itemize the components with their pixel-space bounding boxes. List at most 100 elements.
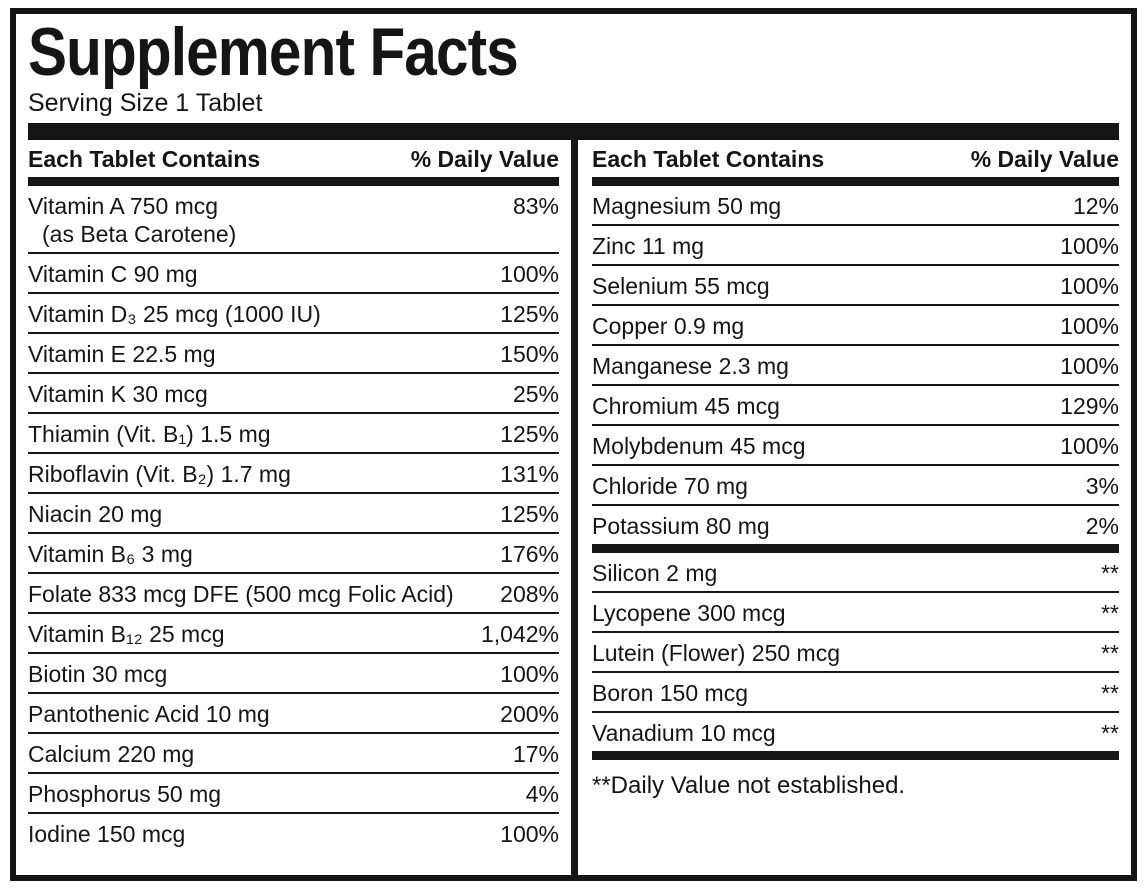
nutrient-name: Vanadium 10 mcg — [592, 720, 776, 746]
nutrient-name: Molybdenum 45 mcg — [592, 433, 806, 459]
nutrient-name: Zinc 11 mg — [592, 233, 705, 259]
nutrient-name: Lutein (Flower) 250 mcg — [592, 640, 840, 666]
column-name-header: Each Tablet Contains — [28, 146, 261, 172]
table-row: Silicon 2 mg ** — [592, 553, 1119, 593]
table-row: Potassium 80 mg 2% — [592, 506, 1119, 544]
daily-value: 125% — [500, 501, 559, 527]
nutrient-name-subline: (as Beta Carotene) — [42, 221, 237, 247]
daily-value: 200% — [500, 701, 559, 727]
nutrient-name: Vitamin E 22.5 mg — [28, 341, 216, 367]
daily-value: 100% — [500, 821, 559, 847]
table-row: Vitamin A 750 mcg (as Beta Carotene) 83% — [28, 186, 559, 254]
nutrient-name: Calcium 220 mg — [28, 741, 195, 767]
daily-value: 100% — [1060, 433, 1119, 459]
supplement-facts-label: Supplement Facts Serving Size 1 Tablet E… — [10, 8, 1137, 881]
daily-value: 83% — [512, 193, 559, 219]
daily-value: 3% — [1085, 473, 1119, 499]
nutrient-name: Magnesium 50 mg — [592, 193, 782, 219]
table-row: Vitamin K 30 mcg 25% — [28, 374, 559, 414]
header-divider-bar — [28, 123, 1119, 140]
nutrient-name: Potassium 80 mg — [592, 513, 770, 539]
right-header-bar — [592, 177, 1119, 186]
table-row: Magnesium 50 mg 12% — [592, 186, 1119, 226]
column-name-header: Each Tablet Contains — [592, 146, 825, 172]
nutrient-name: Riboflavin (Vit. B₂) 1.7 mg — [28, 461, 291, 487]
nutrient-name: Folate 833 mcg DFE (500 mcg Folic Acid) — [28, 581, 454, 607]
table-row: Vitamin E 22.5 mg 150% — [28, 334, 559, 374]
left-rows: Vitamin A 750 mcg (as Beta Carotene) 83% Vi… — [28, 186, 559, 852]
table-row: Riboflavin (Vit. B₂) 1.7 mg 131% — [28, 454, 559, 494]
daily-value-footnote: **Daily Value not established. — [592, 772, 906, 799]
daily-value: ** — [1101, 680, 1119, 706]
table-row: Vitamin C 90 mg 100% — [28, 254, 559, 294]
columns-container: Each Tablet Contains % Daily Value Vitam… — [28, 140, 1119, 875]
table-row: Niacin 20 mg 125% — [28, 494, 559, 534]
daily-value: ** — [1101, 560, 1119, 586]
daily-value: 100% — [1060, 273, 1119, 299]
nutrient-name: Lycopene 300 mcg — [592, 600, 786, 626]
table-row: Vitamin D₃ 25 mcg (1000 IU) 125% — [28, 294, 559, 334]
daily-value: 129% — [1060, 393, 1119, 419]
daily-value: ** — [1101, 640, 1119, 666]
table-row: Phosphorus 50 mg 4% — [28, 774, 559, 814]
table-row: Vitamin B₁₂ 25 mcg 1,042% — [28, 614, 559, 654]
nutrient-name: Silicon 2 mg — [592, 560, 718, 586]
nutrient-name: Pantothenic Acid 10 mg — [28, 701, 270, 727]
table-row: Biotin 30 mcg 100% — [28, 654, 559, 694]
nutrient-name: Manganese 2.3 mg — [592, 353, 789, 379]
table-row: Boron 150 mcg ** — [592, 673, 1119, 713]
column-value-header: % Daily Value — [970, 146, 1119, 172]
table-row: Selenium 55 mcg 100% — [592, 266, 1119, 306]
right-column: Each Tablet Contains % Daily Value Magne… — [571, 140, 1119, 875]
nutrient-name: Niacin 20 mg — [28, 501, 163, 527]
daily-value: 100% — [1060, 233, 1119, 259]
nutrient-name: Vitamin K 30 mcg — [28, 381, 208, 407]
table-row: Manganese 2.3 mg 100% — [592, 346, 1119, 386]
table-row: Vanadium 10 mcg ** — [592, 713, 1119, 751]
nutrient-name: Boron 150 mcg — [592, 680, 748, 706]
table-row: Chloride 70 mg 3% — [592, 466, 1119, 506]
daily-value: ** — [1101, 720, 1119, 746]
daily-value: 100% — [500, 661, 559, 687]
daily-value: 208% — [500, 581, 559, 607]
table-row: Lycopene 300 mcg ** — [592, 593, 1119, 633]
daily-value: 25% — [512, 381, 559, 407]
nutrient-name: Thiamin (Vit. B₁) 1.5 mg — [28, 421, 271, 447]
group-separator-bar — [592, 544, 1119, 553]
daily-value: 125% — [500, 421, 559, 447]
nutrient-name: Copper 0.9 mg — [592, 313, 745, 339]
daily-value: 12% — [1072, 193, 1119, 219]
daily-value: 100% — [500, 261, 559, 287]
right-rows-other-ingredients: Silicon 2 mg ** Lycopene 300 mcg ** Lutein (… — [592, 553, 1119, 751]
daily-value: 131% — [500, 461, 559, 487]
daily-value: 176% — [500, 541, 559, 567]
daily-value: 17% — [512, 741, 559, 767]
footnote-separator-bar — [592, 751, 1119, 760]
daily-value: ** — [1101, 600, 1119, 626]
daily-value: 125% — [500, 301, 559, 327]
serving-size: Serving Size 1 Tablet — [28, 89, 263, 117]
table-row: Copper 0.9 mg 100% — [592, 306, 1119, 346]
right-column-header: Each Tablet Contains % Daily Value — [592, 140, 1119, 177]
table-row: Lutein (Flower) 250 mcg ** — [592, 633, 1119, 673]
daily-value: 150% — [500, 341, 559, 367]
daily-value: 100% — [1060, 313, 1119, 339]
daily-value: 2% — [1085, 513, 1119, 539]
nutrient-name: Vitamin D₃ 25 mcg (1000 IU) — [28, 301, 321, 327]
nutrient-name: Phosphorus 50 mg — [28, 781, 222, 807]
column-value-header: % Daily Value — [410, 146, 559, 172]
table-row: Folate 833 mcg DFE (500 mcg Folic Acid) 2… — [28, 574, 559, 614]
nutrient-name: Biotin 30 mcg — [28, 661, 168, 687]
nutrient-name: Vitamin B₆ 3 mg — [28, 541, 193, 567]
daily-value: 4% — [525, 781, 559, 807]
nutrient-name: Chromium 45 mcg — [592, 393, 780, 419]
table-row: Calcium 220 mg 17% — [28, 734, 559, 774]
left-column-header: Each Tablet Contains % Daily Value — [28, 140, 559, 177]
nutrient-name: Selenium 55 mcg — [592, 273, 770, 299]
daily-value: 100% — [1060, 353, 1119, 379]
table-row: Iodine 150 mcg 100% — [28, 814, 559, 852]
table-row: Pantothenic Acid 10 mg 200% — [28, 694, 559, 734]
nutrient-name: Vitamin C 90 mg — [28, 261, 198, 287]
daily-value: 1,042% — [480, 621, 559, 647]
nutrient-name: Vitamin A 750 mcg (as Beta Carotene) — [28, 192, 513, 248]
